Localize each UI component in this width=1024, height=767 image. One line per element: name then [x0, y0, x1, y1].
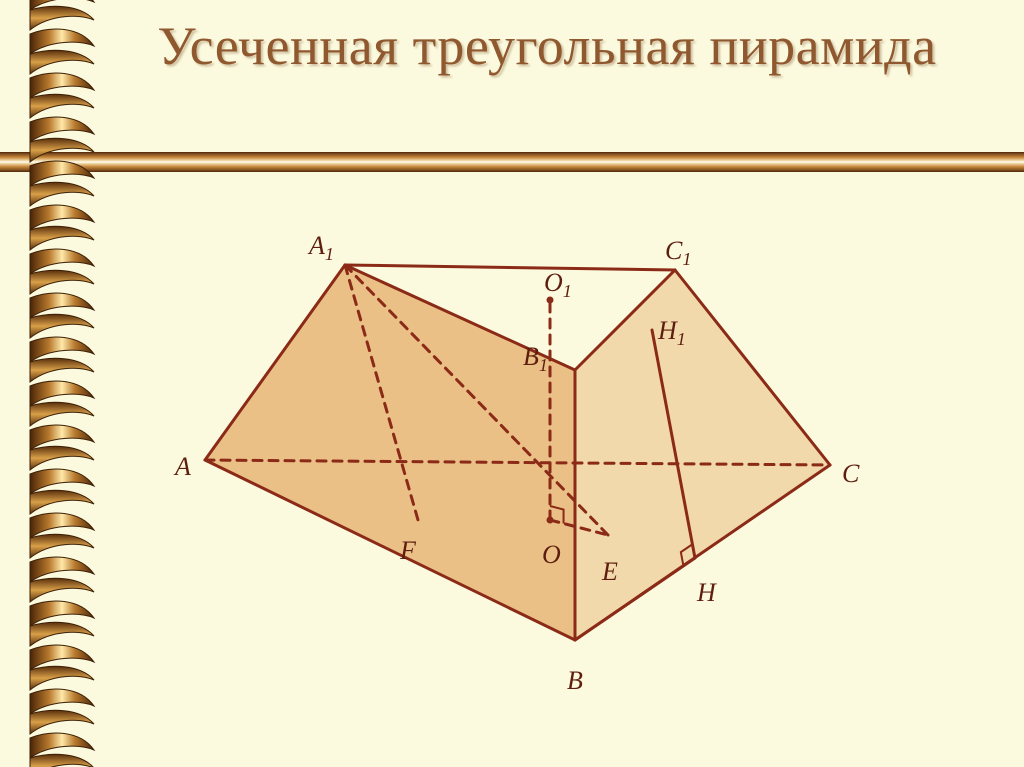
edge [345, 265, 675, 270]
label-C1: C1 [665, 236, 691, 270]
label-H: H [697, 578, 716, 608]
label-F: F [400, 536, 416, 566]
slide-title: Усеченная треугольная пирамида [110, 18, 984, 75]
label-E: E [602, 557, 618, 587]
label-O: O [542, 540, 561, 570]
point-O [547, 517, 554, 524]
slide: Усеченная треугольная пирамида [0, 0, 1024, 767]
label-C: C [842, 459, 859, 489]
frustum-diagram: A B C A1 B1 C1 O O1 F E H H1 [150, 200, 880, 710]
divider-bar [0, 152, 1024, 172]
face [205, 265, 575, 640]
label-H1: H1 [658, 316, 686, 350]
label-B: B [567, 666, 583, 696]
label-A: A [175, 452, 191, 482]
label-O1: O1 [544, 268, 572, 302]
label-B1: B1 [523, 342, 548, 376]
label-A1: A1 [309, 231, 334, 265]
spiral-binding [28, 0, 98, 767]
